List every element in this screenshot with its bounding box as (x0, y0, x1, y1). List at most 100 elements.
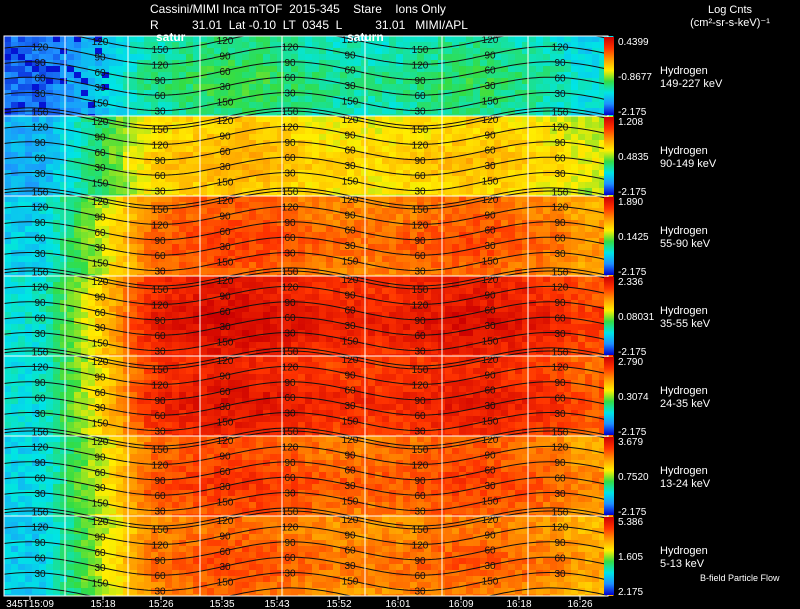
heatmap-cell (599, 146, 607, 153)
heatmap-cell (298, 72, 306, 79)
heatmap-cell (305, 84, 313, 91)
heatmap-cell (529, 78, 537, 85)
heatmap-cell (179, 128, 187, 135)
heatmap-cell (452, 306, 460, 313)
heatmap-cell (319, 324, 327, 331)
heatmap-cell (249, 72, 257, 79)
heatmap-cell (144, 152, 152, 159)
heatmap-cell (186, 324, 194, 331)
heatmap-cell (536, 36, 544, 43)
heatmap-cell (214, 72, 222, 79)
heatmap-cell (137, 188, 145, 195)
heatmap-cell (333, 342, 341, 349)
heatmap-cell (214, 114, 222, 116)
heatmap-cell (172, 176, 180, 183)
heatmap-cell (270, 128, 278, 135)
heatmap-cell (81, 128, 89, 135)
heatmap-cell (578, 108, 586, 115)
heatmap-cell (53, 362, 61, 369)
heatmap-cell (249, 288, 257, 295)
heatmap-cell (529, 158, 537, 165)
heatmap-cell (221, 48, 229, 55)
heatmap-cell (263, 176, 271, 183)
heatmap-cell (249, 202, 257, 209)
heatmap-cell (466, 220, 474, 227)
heatmap-cell (326, 116, 334, 123)
heatmap-cell (32, 282, 40, 289)
heatmap-cell (501, 188, 509, 195)
heatmap-cell (473, 238, 481, 245)
heatmap-cell (81, 220, 89, 227)
heatmap-cell (571, 282, 579, 289)
heatmap-cell (123, 128, 131, 135)
heatmap-cell (256, 294, 264, 301)
heatmap-cell (410, 114, 418, 116)
heatmap-cell (333, 196, 341, 203)
heatmap-cell (375, 78, 383, 85)
heatmap-cell (249, 140, 257, 147)
heatmap-cell (326, 202, 334, 209)
heatmap-cell (11, 282, 19, 289)
heatmap-cell (347, 176, 355, 183)
heatmap-cell (354, 232, 362, 239)
heatmap-cell (480, 294, 488, 301)
heatmap-cell (207, 348, 215, 355)
heatmap-cell (116, 194, 124, 196)
heatmap-cell (571, 330, 579, 337)
heatmap-cell (242, 214, 250, 221)
heatmap-cell (382, 54, 390, 61)
heatmap-cell (417, 226, 425, 233)
heatmap-cell (284, 128, 292, 135)
heatmap-cell (263, 194, 271, 196)
heatmap-cell (473, 342, 481, 349)
heatmap-cell (417, 294, 425, 301)
heatmap-cell (242, 336, 250, 343)
heatmap-cell (389, 102, 397, 109)
heatmap-cell (466, 282, 474, 289)
heatmap-cell (410, 318, 418, 325)
heatmap-cell (529, 214, 537, 221)
heatmap-cell (466, 42, 474, 49)
heatmap-cell (39, 220, 47, 227)
heatmap-cell (529, 256, 537, 263)
heatmap-cell (536, 300, 544, 307)
heatmap-cell (88, 134, 96, 141)
heatmap-cell (557, 232, 565, 239)
heatmap-cell (74, 268, 82, 275)
heatmap-cell (368, 312, 376, 319)
heatmap-cell (312, 282, 320, 289)
heatmap-cell (354, 306, 362, 313)
heatmap-cell (221, 128, 229, 135)
heatmap-cell (39, 362, 47, 369)
heatmap-cell (424, 274, 432, 276)
heatmap-cell (32, 374, 40, 381)
heatmap-cell (305, 208, 313, 215)
heatmap-cell (221, 176, 229, 183)
heatmap-cell (207, 114, 215, 116)
heatmap-cell (39, 194, 47, 196)
heatmap-cell (354, 354, 362, 356)
heatmap-cell (410, 122, 418, 129)
heatmap-cell (32, 220, 40, 227)
heatmap-cell (221, 256, 229, 263)
heatmap-cell (95, 354, 103, 356)
heatmap-cell (277, 274, 285, 276)
heatmap-cell (228, 108, 236, 115)
heatmap-cell (291, 128, 299, 135)
heatmap-cell (88, 294, 96, 301)
heatmap-cell (508, 330, 516, 337)
heatmap-cell (578, 146, 586, 153)
heatmap-cell (242, 276, 250, 283)
heatmap-cell (102, 336, 110, 343)
heatmap-cell (4, 164, 12, 171)
heatmap-cell (277, 96, 285, 103)
heatmap-cell (25, 330, 33, 337)
heatmap-cell (333, 274, 341, 276)
heatmap-cell (564, 146, 572, 153)
heatmap-cell (529, 48, 537, 55)
heatmap-cell (39, 434, 47, 436)
heatmap-cell (368, 96, 376, 103)
heatmap-cell (312, 158, 320, 165)
heatmap-cell (165, 170, 173, 177)
